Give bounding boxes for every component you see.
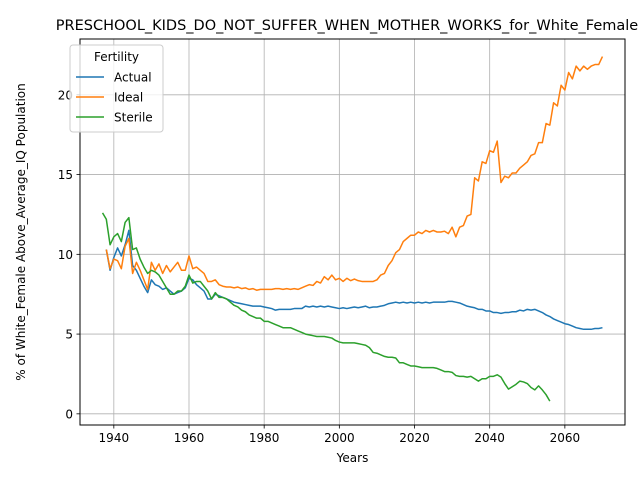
x-tick-label: 1960: [174, 431, 205, 445]
y-axis-label: % of White_Female Above_Average_IQ Popul…: [14, 83, 28, 380]
legend: Fertility Actual Ideal Sterile: [69, 44, 164, 133]
legend-title: Fertility: [94, 50, 139, 64]
y-tick-label: 15: [58, 168, 73, 182]
legend-box: [69, 44, 164, 133]
y-tick-label: 10: [58, 248, 73, 262]
y-tick-label: 20: [58, 88, 73, 102]
legend-items: Actual Ideal Sterile: [76, 71, 153, 125]
legend-label-sterile: Sterile: [114, 111, 153, 125]
plot-frame: [79, 38, 626, 426]
series-lines: [101, 56, 604, 402]
x-tick-label: 2020: [399, 431, 430, 445]
series-line-ideal: [105, 56, 604, 291]
x-tick-label: 1980: [249, 431, 280, 445]
series-line-actual: [105, 229, 603, 331]
x-tick-label: 1940: [99, 431, 130, 445]
series-line-sterile: [101, 212, 551, 402]
grid: [80, 39, 625, 425]
x-tick-label: 2060: [550, 431, 581, 445]
legend-label-actual: Actual: [114, 71, 152, 85]
x-axis-ticks: 1940 1960 1980 2000 2020 2040 2060: [99, 425, 581, 445]
legend-label-ideal: Ideal: [114, 91, 143, 105]
x-tick-label: 2040: [474, 431, 505, 445]
x-tick-label: 2000: [324, 431, 355, 445]
x-axis-label: Years: [336, 451, 369, 465]
chart-title: PRESCHOOL_KIDS_DO_NOT_SUFFER_WHEN_MOTHER…: [56, 18, 639, 34]
y-tick-label: 5: [65, 328, 73, 342]
y-tick-label: 0: [65, 407, 73, 421]
y-axis-ticks: 0 5 10 15 20: [58, 88, 80, 421]
